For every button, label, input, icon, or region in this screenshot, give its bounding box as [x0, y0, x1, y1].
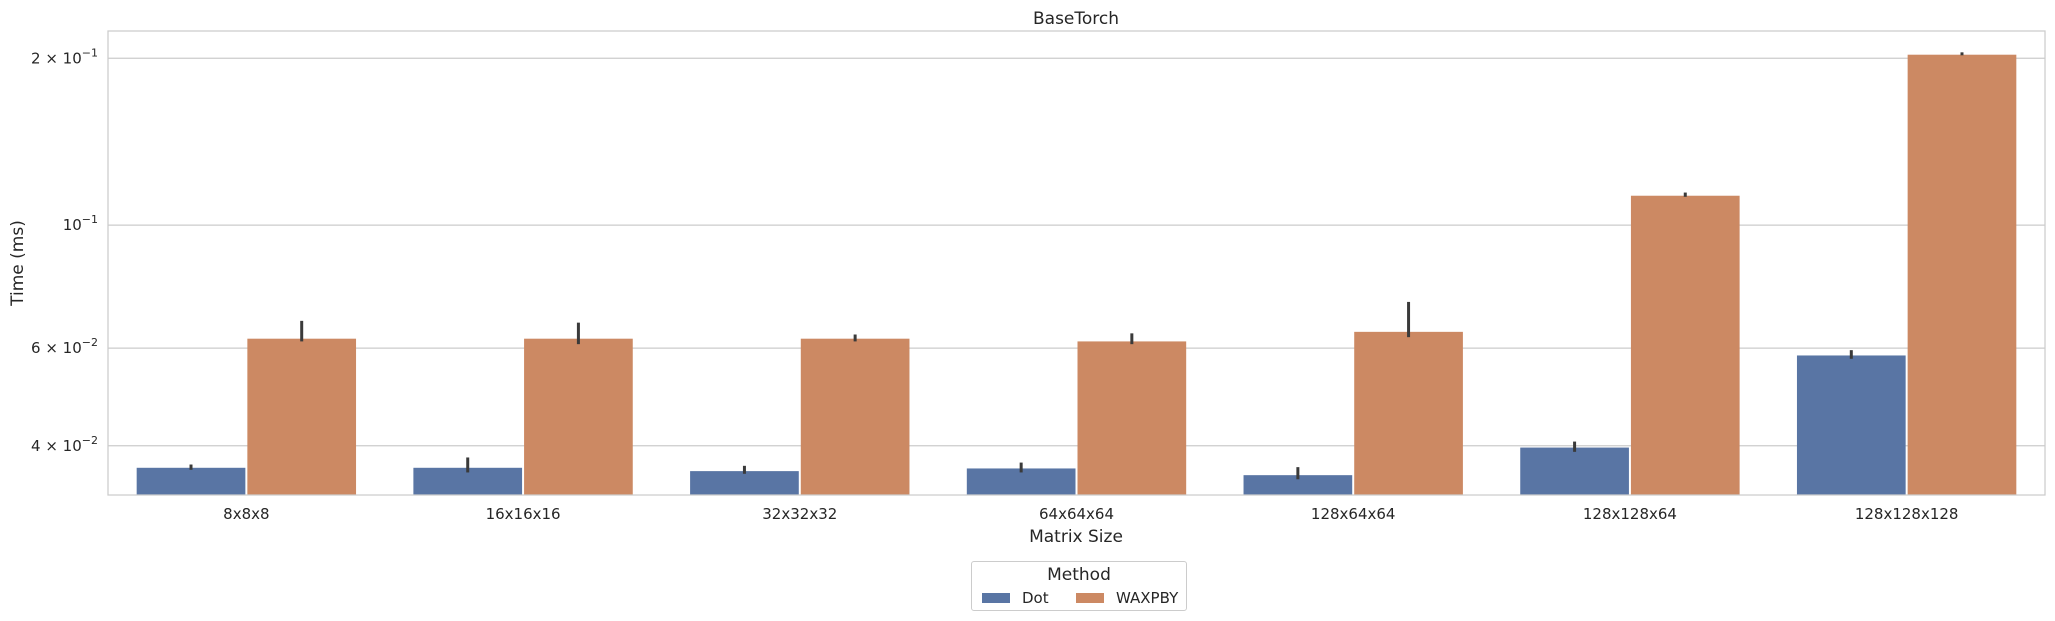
x-tick-label: 128x64x64 — [1311, 505, 1396, 523]
bar-waxpby-32x32x32 — [800, 338, 910, 495]
x-axis-label: Matrix Size — [1029, 527, 1123, 547]
bar-waxpby-128x64x64 — [1354, 331, 1463, 495]
error-bars — [189, 52, 1964, 480]
legend-title: Method — [1047, 565, 1111, 585]
bar-dot-128x128x64 — [1520, 447, 1629, 495]
x-tick-label: 128x128x64 — [1583, 505, 1677, 523]
bar-dot-128x128x128 — [1796, 355, 1906, 495]
y-tick-label: 10−1 — [63, 213, 98, 234]
legend-item-dot: Dot — [982, 589, 1049, 607]
legend-swatch-dot — [982, 593, 1010, 603]
legend-swatch-waxpby — [1076, 593, 1104, 603]
legend-item-waxpby: WAXPBY — [1076, 589, 1178, 607]
bar-dot-128x64x64 — [1243, 475, 1353, 495]
y-tick-labels: 4 × 10−2 6 × 10−2 10−1 2 × 10−1 — [31, 46, 98, 454]
bar-dot-8x8x8 — [136, 467, 246, 495]
plot-frame — [107, 30, 2046, 496]
legend-label-dot: Dot — [1022, 589, 1049, 607]
x-tick-label: 8x8x8 — [223, 505, 269, 523]
chart-title: BaseTorch — [1033, 9, 1119, 29]
bar-waxpby-8x8x8 — [247, 338, 357, 495]
y-tick-label: 2 × 10−1 — [31, 46, 98, 67]
bars — [136, 54, 2017, 496]
bar-waxpby-128x128x128 — [1907, 54, 2017, 496]
y-tick-label: 4 × 10−2 — [31, 434, 98, 455]
legend: Method Dot WAXPBY — [971, 561, 1187, 611]
x-tick-label: 64x64x64 — [1039, 505, 1114, 523]
bar-waxpby-64x64x64 — [1077, 341, 1187, 495]
gridlines — [108, 57, 2045, 447]
x-tick-label: 128x128x128 — [1855, 505, 1959, 523]
bar-waxpby-128x128x64 — [1630, 195, 1740, 495]
y-tick-label: 6 × 10−2 — [31, 336, 98, 357]
bar-waxpby-16x16x16 — [524, 338, 633, 495]
x-tick-label: 16x16x16 — [486, 505, 561, 523]
x-tick-label: 32x32x32 — [762, 505, 837, 523]
legend-label-waxpby: WAXPBY — [1116, 589, 1179, 607]
x-tick-labels: 8x8x8 16x16x16 32x32x32 64x64x64 128x64x64 12… — [223, 505, 1958, 523]
bar-dot-32x32x32 — [690, 471, 799, 495]
bar-dot-64x64x64 — [966, 468, 1076, 495]
y-axis-label: Time (ms) — [8, 220, 28, 307]
